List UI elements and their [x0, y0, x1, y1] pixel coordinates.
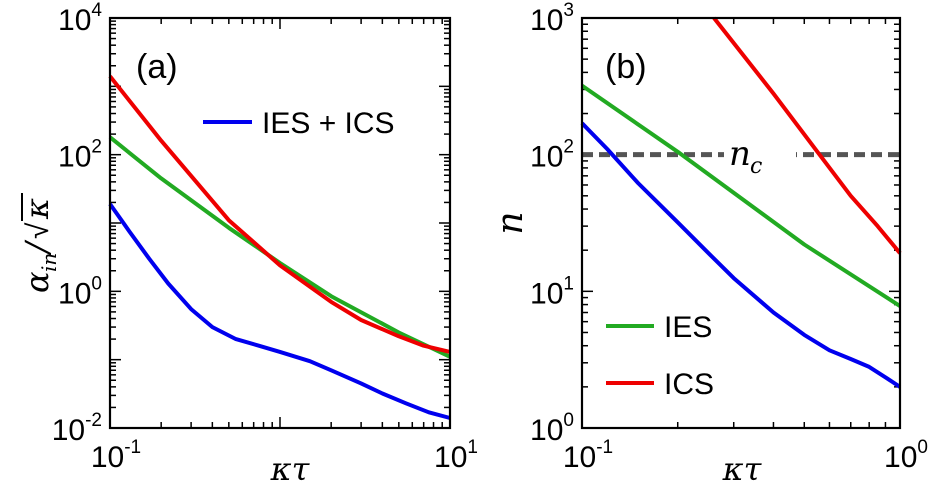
y-tick-label: 10-2 [52, 410, 102, 447]
panel-a-y-label: α in / √ κ [18, 193, 61, 293]
legend-b-label-ies: IES [664, 311, 712, 344]
y-tick-label: 103 [530, 0, 574, 37]
panel-b-frame [580, 16, 902, 430]
nc-label-c-subscript: c [750, 154, 762, 179]
series-line-2 [580, 83, 902, 308]
panel-a-x-label: κτ [270, 450, 311, 488]
panel-a-label: (a) [136, 48, 178, 86]
panel-a-series [108, 75, 451, 420]
panel-b-x-label: κτ [722, 450, 763, 488]
nc-label-background [724, 136, 796, 174]
y-label-sqrt-sign: √ [22, 222, 55, 239]
panel-a-frame [108, 16, 452, 430]
y-label-in-subscript: in [37, 253, 61, 272]
panel-b-label: (b) [605, 48, 647, 86]
y-tick-label: 104 [58, 0, 102, 37]
series-line-1 [108, 202, 451, 420]
x-tick-label: 100 [884, 437, 928, 474]
series-line-1 [580, 121, 902, 389]
panel-b-series [580, 16, 902, 389]
series-line-3 [712, 16, 902, 255]
y-tick-label: 102 [58, 137, 102, 174]
panel-b-y-label: n [490, 211, 531, 234]
x-tick-label: 10-1 [563, 437, 613, 474]
panel-a-tick-labels: 104 102 100 10-210-1 101 [52, 0, 478, 474]
x-tick-label: 101 [434, 437, 478, 474]
y-label-kappa: κ [18, 198, 56, 220]
nc-label-n: n [729, 134, 751, 174]
x-tick-label: 10-1 [91, 437, 141, 474]
series-line-2 [108, 135, 451, 359]
legend-b-label-ics: ICS [664, 368, 714, 401]
y-tick-label: 102 [530, 137, 574, 174]
y-tick-label: 100 [58, 273, 102, 310]
y-tick-label: 101 [530, 273, 574, 310]
y-label-slash: / [18, 239, 56, 256]
nc-annotation: n c [729, 134, 762, 179]
legend-a-label-ies-ics: IES + ICS [262, 107, 395, 140]
panel-a: 104 102 100 10-210-1 101 (a) IES + ICS κτ α … [18, 0, 478, 488]
y-tick-label: 100 [530, 410, 574, 447]
y-label-alpha: α [18, 271, 56, 293]
series-line-3 [108, 75, 451, 354]
